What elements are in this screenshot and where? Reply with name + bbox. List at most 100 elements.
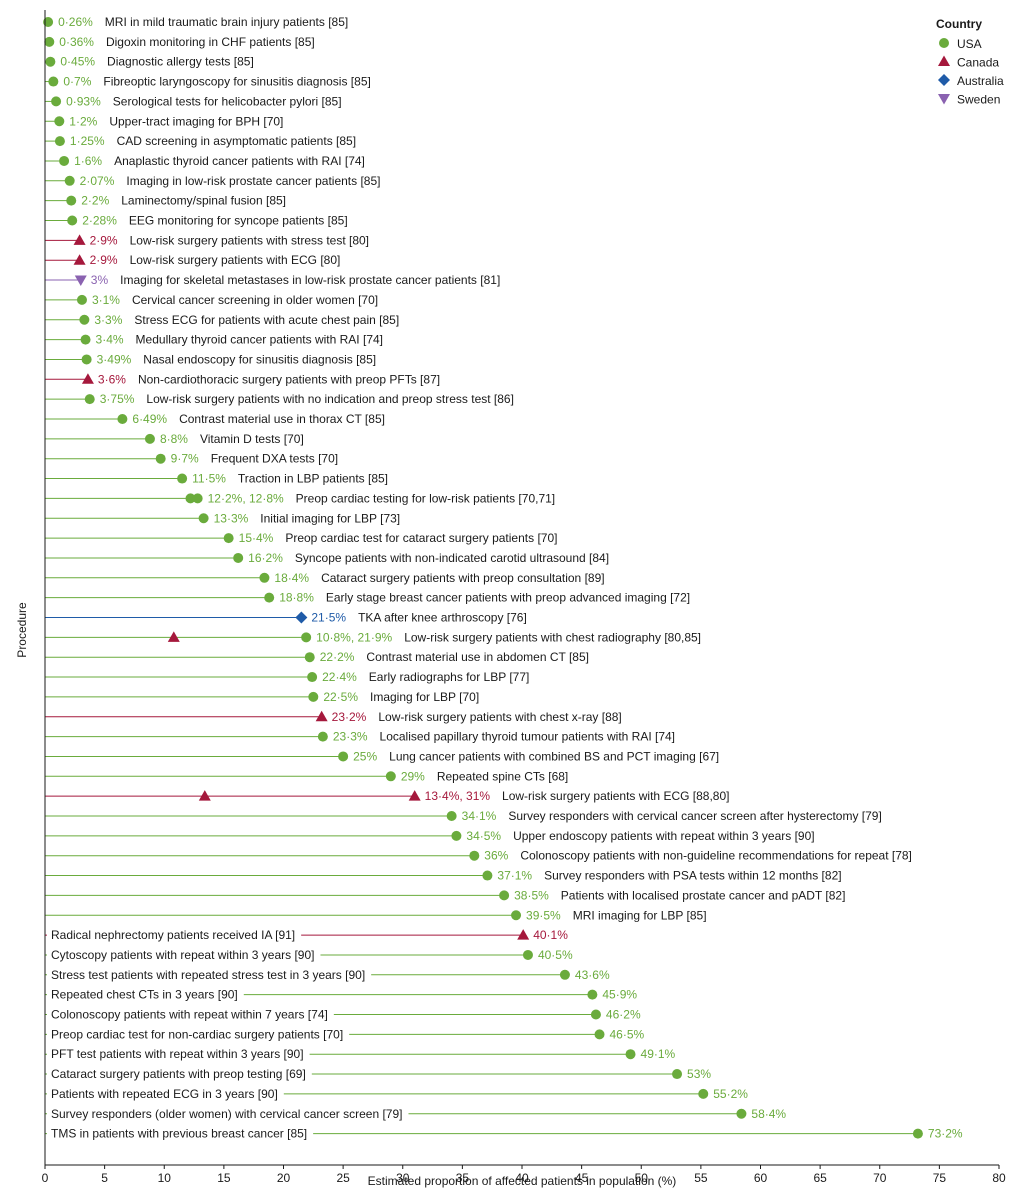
row-label: Low-risk surgery patients with chest x-r… (378, 710, 621, 724)
data-point (307, 672, 318, 683)
data-point (698, 1088, 709, 1099)
row-label: Low-risk surgery patients with chest rad… (404, 630, 701, 644)
chart-row: 13·3% Initial imaging for LBP [73] (45, 511, 400, 525)
row-label: Survey responders with PSA tests within … (544, 869, 841, 883)
row-label-backdrop (47, 1046, 310, 1063)
chart-row: 46·5% Preop cardiac test for non-cardiac … (45, 1026, 645, 1043)
data-point (43, 17, 54, 27)
x-tick-label: 75 (933, 1171, 947, 1185)
data-point (84, 394, 95, 405)
row-label: Serological tests for helicobacter pylor… (113, 94, 342, 108)
row-label: Early stage breast cancer patients with … (326, 591, 690, 605)
row-label: Imaging in low-risk prostate cancer pati… (126, 174, 380, 188)
data-point (259, 572, 270, 583)
chart-row: 3·4% Medullary thyroid cancer patients wi… (45, 333, 383, 347)
data-point (54, 136, 65, 147)
x-axis-label: Estimated proportion of affected patient… (368, 1174, 677, 1188)
data-point (45, 56, 56, 67)
x-tick-label: 20 (277, 1171, 291, 1185)
row-label: MRI imaging for LBP [85] (573, 908, 707, 922)
data-point (66, 195, 77, 206)
row-label: EEG monitoring for syncope patients [85] (129, 214, 348, 228)
y-axis-label: Procedure (15, 602, 29, 658)
data-label: 39·5% (526, 908, 561, 922)
data-label: 18·4% (274, 571, 309, 585)
chart-row: 73·2% TMS in patients with previous breas… (45, 1125, 963, 1142)
data-point (79, 314, 90, 325)
row-label: Low-risk surgery patients with no indica… (146, 392, 514, 406)
row-label: Survey responders with cervical cancer s… (508, 809, 881, 823)
data-label: 13·4%, 31% (425, 789, 491, 803)
chart-row: 10·8%, 21·9% Low-risk surgery patients wi… (45, 630, 701, 644)
data-point (482, 870, 493, 881)
x-tick-label: 80 (992, 1171, 1006, 1185)
chart-row: 0·93% Serological tests for helicobacter … (45, 94, 342, 108)
data-point (64, 175, 75, 186)
data-point (81, 373, 94, 384)
data-label: 36% (484, 849, 508, 863)
chart-row: 1·2% Upper-tract imaging for BPH [70] (45, 114, 283, 128)
row-label: PFT test patients with repeat within 3 y… (51, 1047, 304, 1061)
x-tick-label: 35 (456, 1171, 470, 1185)
data-point (317, 731, 328, 742)
chart-row: 38·5% Patients with localised prostate ca… (45, 888, 845, 902)
data-label: 3·49% (97, 352, 132, 366)
data-point (44, 36, 55, 47)
chart-row: 21·5% TKA after knee arthroscopy [76] (45, 611, 527, 625)
data-label: 15·4% (239, 531, 274, 545)
chart-row: 18·8% Early stage breast cancer patients … (45, 591, 690, 605)
chart-row: 3% Imaging for skeletal metastases in low… (45, 273, 500, 287)
row-label: Digoxin monitoring in CHF patients [85] (106, 35, 315, 49)
chart-row: 0·26% MRI in mild traumatic brain injury … (43, 15, 348, 29)
data-point (301, 632, 312, 643)
data-label: 0·93% (66, 94, 101, 108)
data-label: 23·3% (333, 730, 368, 744)
data-label: 16·2% (248, 551, 283, 565)
data-label: 29% (401, 769, 425, 783)
data-label: 2·28% (82, 214, 117, 228)
data-label: 9·7% (171, 452, 199, 466)
row-label: Preop cardiac testing for low-risk patie… (296, 491, 555, 505)
chart-row: 15·4% Preop cardiac test for cataract sur… (45, 531, 557, 545)
row-label: Early radiographs for LBP [77] (369, 670, 530, 684)
data-point (67, 215, 78, 226)
chart-row: 40·1% Radical nephrectomy patients receiv… (45, 927, 568, 944)
data-point (469, 850, 480, 861)
chart-row: 58·4% Survey responders (older women) wit… (45, 1105, 786, 1122)
data-label: 0·26% (58, 15, 93, 29)
data-point (338, 751, 349, 762)
chart-row: 34·5% Upper endoscopy patients with repea… (45, 829, 815, 843)
rows-layer: 0·26% MRI in mild traumatic brain injury … (43, 15, 963, 1142)
data-label: 3% (91, 273, 109, 287)
chart-row: 2·9% Low-risk surgery patients with ECG [… (45, 253, 340, 267)
row-label-backdrop (47, 1125, 314, 1142)
data-label: 3·1% (92, 293, 120, 307)
row-label-backdrop (47, 986, 244, 1003)
row-label: Imaging for LBP [70] (370, 690, 479, 704)
data-point (233, 552, 244, 563)
data-point (74, 275, 87, 287)
data-point (511, 910, 522, 921)
legend-entry: Sweden (957, 93, 1000, 107)
chart-row: 40·5% Cytoscopy patients with repeat with… (45, 946, 573, 963)
row-label-backdrop (47, 966, 372, 983)
x-tick-label: 30 (396, 1171, 410, 1185)
chart-row: 25% Lung cancer patients with combined BS… (45, 749, 719, 763)
row-label-backdrop (47, 1026, 350, 1043)
row-label: TMS in patients with previous breast can… (51, 1127, 307, 1141)
data-label: 23·2% (332, 710, 367, 724)
data-point (308, 691, 319, 702)
chart-row: 37·1% Survey responders with PSA tests wi… (45, 869, 842, 883)
data-label: 3·75% (100, 392, 135, 406)
row-label: Cervical cancer screening in older women… (132, 293, 378, 307)
legend-marker (939, 38, 949, 48)
data-label: 12·2%, 12·8% (208, 491, 284, 505)
data-label: 21·5% (311, 611, 346, 625)
x-tick-label: 10 (158, 1171, 172, 1185)
chart-row: 53% Cataract surgery patients with preop … (45, 1066, 711, 1083)
data-label: 58·4% (751, 1107, 786, 1121)
row-label: Imaging for skeletal metastases in low-r… (120, 273, 500, 287)
data-point (80, 334, 91, 345)
chart-row: 49·1% PFT test patients with repeat withi… (45, 1046, 676, 1063)
